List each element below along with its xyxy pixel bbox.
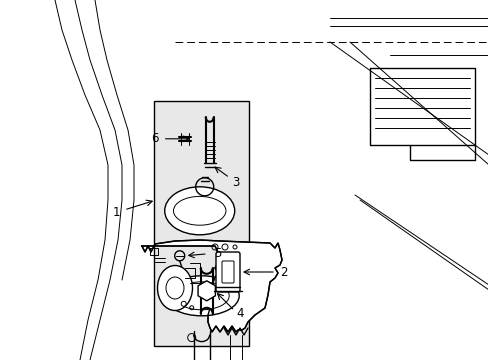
Polygon shape — [142, 240, 282, 332]
Ellipse shape — [164, 187, 234, 235]
Text: 6: 6 — [151, 132, 158, 145]
FancyBboxPatch shape — [222, 261, 234, 283]
Text: 2: 2 — [280, 266, 287, 279]
Text: 3: 3 — [231, 176, 239, 189]
Ellipse shape — [164, 276, 239, 316]
Ellipse shape — [174, 282, 229, 310]
FancyBboxPatch shape — [216, 252, 240, 292]
FancyBboxPatch shape — [154, 101, 249, 346]
Text: 5: 5 — [213, 247, 221, 260]
Ellipse shape — [165, 277, 183, 299]
Ellipse shape — [173, 197, 225, 225]
Text: 4: 4 — [236, 307, 244, 320]
Text: 1: 1 — [112, 206, 120, 219]
Ellipse shape — [157, 266, 192, 310]
